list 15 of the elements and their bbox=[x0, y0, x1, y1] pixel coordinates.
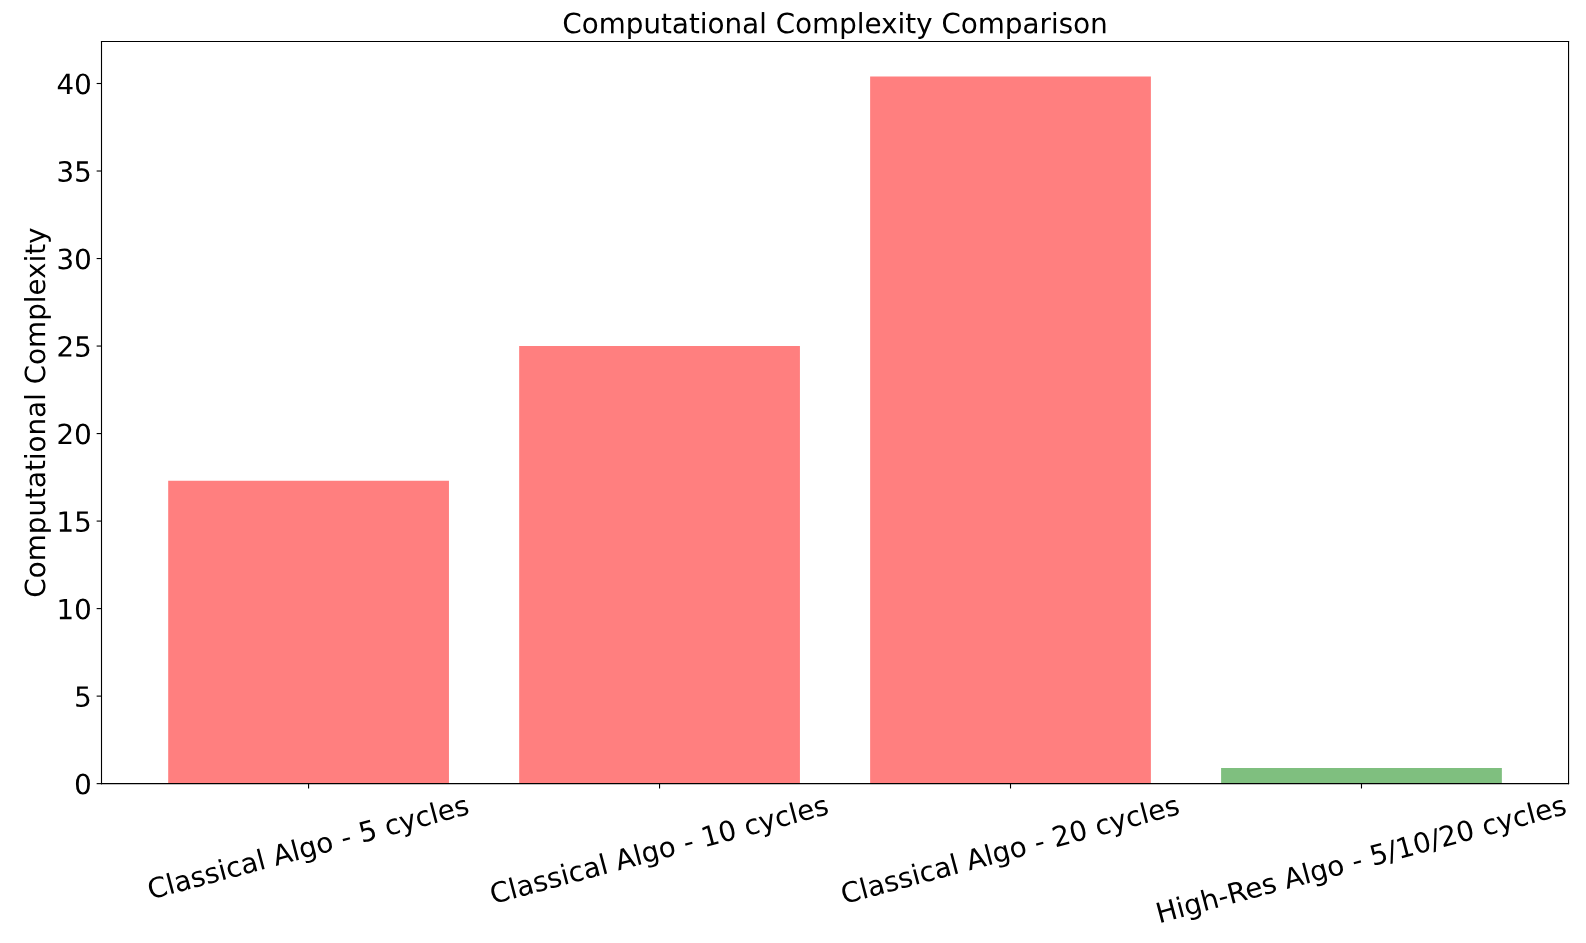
y-tick-label: 0 bbox=[75, 773, 90, 795]
chart-title: Computational Complexity Comparison bbox=[563, 12, 1106, 39]
bar bbox=[1221, 767, 1502, 784]
y-tick-label: 5 bbox=[76, 686, 90, 708]
y-axis-title: Computational Complexity bbox=[24, 228, 51, 597]
y-tick-label: 20 bbox=[58, 423, 90, 445]
bar bbox=[870, 76, 1151, 784]
y-tick-label: 10 bbox=[59, 598, 90, 620]
y-tick-label: 30 bbox=[58, 248, 90, 270]
y-tick-label: 25 bbox=[58, 335, 90, 357]
bar bbox=[519, 346, 800, 784]
y-tick-label: 40 bbox=[57, 73, 90, 95]
y-tick-label: 15 bbox=[59, 511, 90, 533]
y-tick-label: 35 bbox=[58, 160, 90, 182]
bar bbox=[168, 480, 449, 784]
